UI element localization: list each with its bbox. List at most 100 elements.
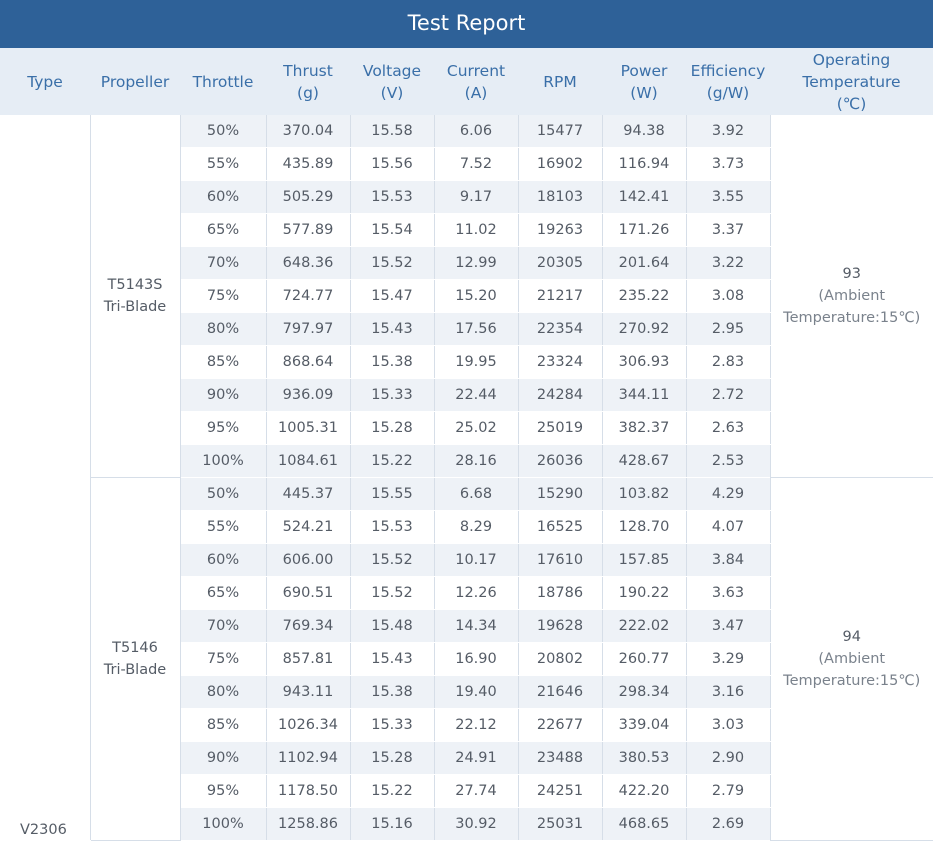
efficiency-cell: 3.29	[686, 643, 770, 676]
temperature-value: 94	[771, 626, 933, 648]
power-cell: 260.77	[602, 643, 686, 676]
header-propeller: Propeller	[90, 48, 180, 115]
thrust-cell: 648.36	[266, 247, 350, 280]
throttle-cell: 85%	[180, 346, 266, 379]
current-cell: 30.92	[434, 808, 518, 841]
rpm-cell: 19263	[518, 214, 602, 247]
current-cell: 22.44	[434, 379, 518, 412]
throttle-cell: 70%	[180, 610, 266, 643]
throttle-cell: 50%	[180, 478, 266, 511]
type-label: V2306	[20, 822, 90, 840]
rpm-cell: 16525	[518, 511, 602, 544]
rpm-cell: 19628	[518, 610, 602, 643]
propeller-label: Tri-Blade	[91, 296, 180, 318]
rpm-cell: 22354	[518, 313, 602, 346]
rpm-cell: 23324	[518, 346, 602, 379]
thrust-cell: 936.09	[266, 379, 350, 412]
thrust-cell: 1084.61	[266, 445, 350, 478]
rpm-cell: 18103	[518, 181, 602, 214]
throttle-cell: 75%	[180, 643, 266, 676]
power-cell: 142.41	[602, 181, 686, 214]
current-cell: 12.26	[434, 577, 518, 610]
throttle-cell: 95%	[180, 412, 266, 445]
thrust-cell: 524.21	[266, 511, 350, 544]
header-power: Power(W)	[602, 48, 686, 115]
thrust-cell: 690.51	[266, 577, 350, 610]
throttle-cell: 60%	[180, 181, 266, 214]
efficiency-cell: 2.95	[686, 313, 770, 346]
rpm-cell: 25019	[518, 412, 602, 445]
thrust-cell: 435.89	[266, 148, 350, 181]
power-cell: 103.82	[602, 478, 686, 511]
thrust-cell: 1026.34	[266, 709, 350, 742]
efficiency-cell: 2.72	[686, 379, 770, 412]
power-cell: 298.34	[602, 676, 686, 709]
thrust-cell: 445.37	[266, 478, 350, 511]
voltage-cell: 15.55	[350, 478, 434, 511]
type-cell: V2306	[0, 115, 90, 841]
efficiency-cell: 3.73	[686, 148, 770, 181]
thrust-cell: 769.34	[266, 610, 350, 643]
voltage-cell: 15.54	[350, 214, 434, 247]
rpm-cell: 20802	[518, 643, 602, 676]
power-cell: 428.67	[602, 445, 686, 478]
rpm-cell: 21646	[518, 676, 602, 709]
voltage-cell: 15.52	[350, 577, 434, 610]
thrust-cell: 1102.94	[266, 742, 350, 775]
voltage-cell: 15.56	[350, 148, 434, 181]
voltage-cell: 15.43	[350, 643, 434, 676]
power-cell: 468.65	[602, 808, 686, 841]
throttle-cell: 100%	[180, 445, 266, 478]
power-cell: 190.22	[602, 577, 686, 610]
rpm-cell: 22677	[518, 709, 602, 742]
throttle-cell: 55%	[180, 148, 266, 181]
header-thrust: Thrust(g)	[266, 48, 350, 115]
efficiency-cell: 2.69	[686, 808, 770, 841]
rpm-cell: 21217	[518, 280, 602, 313]
power-cell: 422.20	[602, 775, 686, 808]
current-cell: 28.16	[434, 445, 518, 478]
current-cell: 17.56	[434, 313, 518, 346]
power-cell: 116.94	[602, 148, 686, 181]
voltage-cell: 15.33	[350, 379, 434, 412]
current-cell: 27.74	[434, 775, 518, 808]
thrust-cell: 505.29	[266, 181, 350, 214]
header-voltage: Voltage(V)	[350, 48, 434, 115]
efficiency-cell: 2.83	[686, 346, 770, 379]
thrust-cell: 1258.86	[266, 808, 350, 841]
efficiency-cell: 3.47	[686, 610, 770, 643]
rpm-cell: 20305	[518, 247, 602, 280]
test-report-table: Type Propeller Throttle Thrust(g) Voltag…	[0, 48, 933, 841]
voltage-cell: 15.48	[350, 610, 434, 643]
efficiency-cell: 3.08	[686, 280, 770, 313]
current-cell: 19.95	[434, 346, 518, 379]
report-title: Test Report	[0, 0, 933, 48]
voltage-cell: 15.28	[350, 742, 434, 775]
current-cell: 6.68	[434, 478, 518, 511]
current-cell: 19.40	[434, 676, 518, 709]
header-throttle: Throttle	[180, 48, 266, 115]
current-cell: 7.52	[434, 148, 518, 181]
thrust-cell: 606.00	[266, 544, 350, 577]
propeller-label: T5143S	[91, 274, 180, 296]
rpm-cell: 24284	[518, 379, 602, 412]
voltage-cell: 15.52	[350, 247, 434, 280]
thrust-cell: 943.11	[266, 676, 350, 709]
thrust-cell: 1178.50	[266, 775, 350, 808]
throttle-cell: 75%	[180, 280, 266, 313]
power-cell: 380.53	[602, 742, 686, 775]
power-cell: 201.64	[602, 247, 686, 280]
throttle-cell: 90%	[180, 379, 266, 412]
efficiency-cell: 3.03	[686, 709, 770, 742]
temperature-value: 93	[771, 263, 933, 285]
rpm-cell: 24251	[518, 775, 602, 808]
power-cell: 235.22	[602, 280, 686, 313]
power-cell: 128.70	[602, 511, 686, 544]
rpm-cell: 15290	[518, 478, 602, 511]
